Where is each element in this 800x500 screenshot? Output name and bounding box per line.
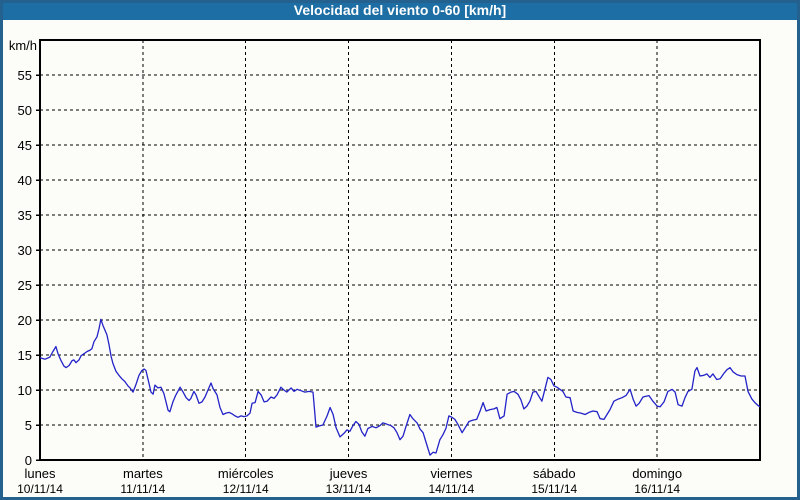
y-tick-label: 15 [18, 348, 32, 363]
x-day-name: domingo [632, 466, 682, 481]
x-day-date: 12/11/14 [223, 482, 269, 496]
plot-border [39, 39, 761, 461]
y-tick-label: 55 [18, 68, 32, 83]
x-day-name: sábado [533, 466, 576, 481]
plot-gridlines [40, 40, 760, 460]
x-day-name: viernes [430, 466, 472, 481]
y-tick-label: 10 [18, 383, 32, 398]
y-axis-unit-label: km/h [9, 38, 37, 53]
y-tick-label: 45 [18, 138, 32, 153]
x-day-name: martes [123, 466, 163, 481]
x-day-date: 16/11/14 [634, 482, 680, 496]
y-axis-labels: 0 5 10 15 20 25 30 35 40 45 50 55 [18, 68, 32, 468]
wind-speed-line [39, 318, 761, 456]
x-day-date: 13/11/14 [326, 482, 372, 496]
y-tick-label: 40 [18, 173, 32, 188]
y-tick-label: 5 [25, 418, 32, 433]
x-day-date: 10/11/14 [17, 482, 63, 496]
x-day-date: 15/11/14 [531, 482, 577, 496]
y-tick-label: 50 [18, 103, 32, 118]
chart-title: Velocidad del viento 0-60 [km/h] [293, 2, 507, 18]
y-tick-label: 35 [18, 208, 32, 223]
y-tick-label: 20 [18, 313, 32, 328]
y-tick-label: 25 [18, 278, 32, 293]
chart-title-bar: Velocidad del viento 0-60 [km/h] [3, 2, 797, 20]
x-day-date: 14/11/14 [429, 482, 475, 496]
y-tick-label: 0 [25, 453, 32, 468]
x-day-name: miércoles [218, 466, 274, 481]
x-day-date: 11/11/14 [120, 482, 165, 496]
x-day-name: lunes [24, 466, 56, 481]
y-tick-label: 30 [18, 243, 32, 258]
x-day-name: jueves [329, 466, 368, 481]
